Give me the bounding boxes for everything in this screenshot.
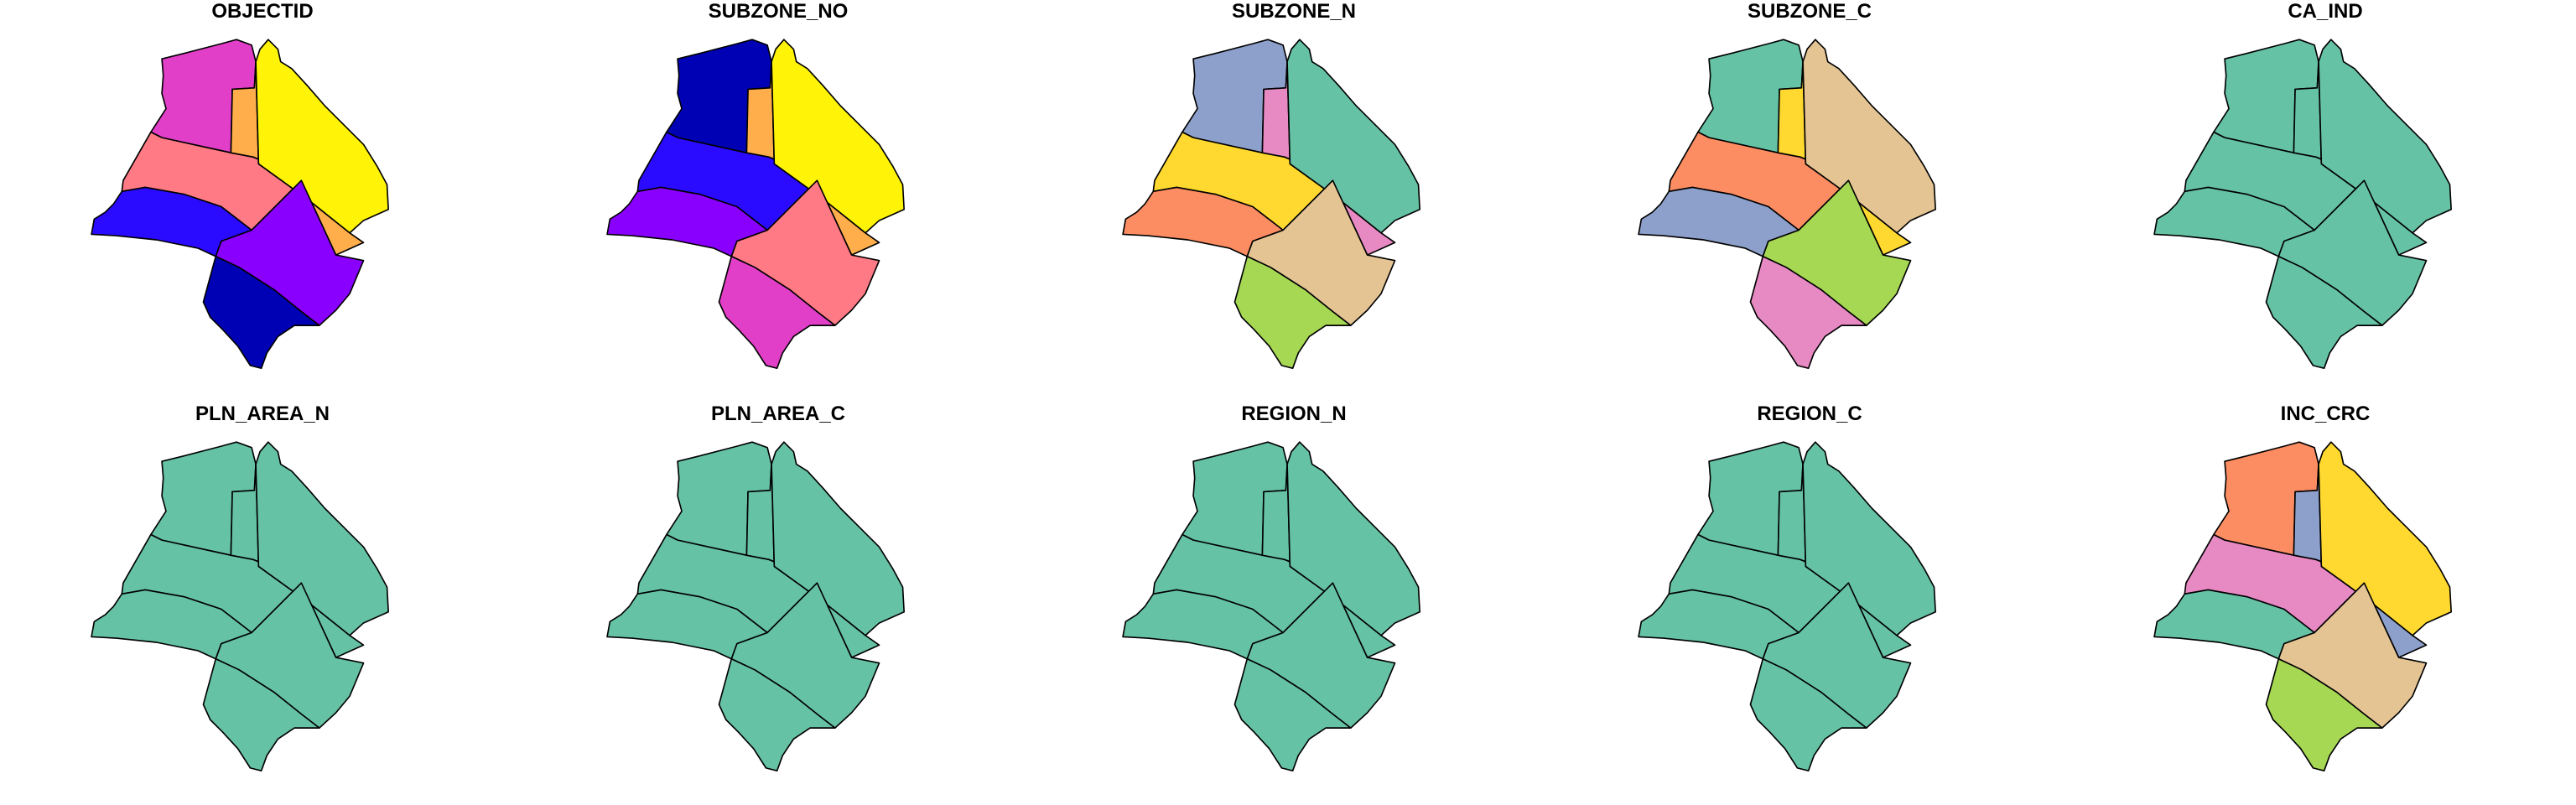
choropleth-map — [91, 441, 389, 771]
map-panel-subzone-n: SUBZONE_N — [1031, 0, 1556, 402]
map-region-7 — [1233, 657, 1352, 771]
map-region-5 — [91, 589, 252, 660]
panel-title: SUBZONE_NO — [708, 0, 849, 23]
choropleth-map — [606, 441, 905, 771]
map-region-7 — [202, 657, 320, 771]
map-region-5 — [606, 186, 768, 257]
map-panel-inc-crc: INC_CRC — [2063, 402, 2576, 805]
map-region-7 — [1749, 657, 1867, 771]
map-region-4 — [1286, 441, 1420, 636]
choropleth-map — [1638, 441, 1936, 771]
panel-title: INC_CRC — [2280, 402, 2371, 425]
panel-title: CA_IND — [2288, 0, 2363, 23]
panel-title: REGION_C — [1757, 402, 1862, 425]
map-region-4 — [255, 441, 389, 636]
panel-title: OBJECTID — [211, 0, 314, 23]
map-region-5 — [1638, 589, 1800, 660]
choropleth-map — [91, 39, 389, 369]
map-panel-region-c: REGION_C — [1547, 402, 2072, 805]
map-region-4 — [1802, 39, 1936, 234]
map-region-4 — [771, 39, 905, 234]
map-region-7 — [2265, 657, 2383, 771]
choropleth-map — [2153, 441, 2452, 771]
panel-title: SUBZONE_N — [1231, 0, 1357, 23]
map-region-7 — [718, 255, 836, 369]
map-region-4 — [2318, 39, 2452, 234]
map-panel-subzone-c: SUBZONE_C — [1547, 0, 2072, 402]
map-region-5 — [1638, 186, 1800, 257]
choropleth-map — [606, 39, 905, 369]
panel-title: SUBZONE_C — [1747, 0, 1872, 23]
map-region-7 — [718, 657, 836, 771]
map-region-4 — [2318, 441, 2452, 636]
map-panel-pln-area-c: PLN_AREA_C — [516, 402, 1041, 805]
map-region-5 — [2153, 589, 2315, 660]
map-region-4 — [255, 39, 389, 234]
map-region-7 — [1233, 255, 1352, 369]
map-region-7 — [202, 255, 320, 369]
map-region-7 — [2265, 255, 2383, 369]
map-panel-objectid: OBJECTID — [0, 0, 525, 402]
map-region-4 — [771, 441, 905, 636]
map-region-5 — [1122, 186, 1284, 257]
choropleth-map — [1122, 441, 1420, 771]
panel-title: REGION_N — [1241, 402, 1347, 425]
choropleth-map — [1122, 39, 1420, 369]
map-panel-region-n: REGION_N — [1031, 402, 1556, 805]
map-region-4 — [1802, 441, 1936, 636]
map-region-5 — [1122, 589, 1284, 660]
panel-title: PLN_AREA_C — [710, 402, 846, 425]
map-region-7 — [1749, 255, 1867, 369]
map-panel-pln-area-n: PLN_AREA_N — [0, 402, 525, 805]
choropleth-map — [2153, 39, 2452, 369]
map-region-5 — [606, 589, 768, 660]
panel-title: PLN_AREA_N — [195, 402, 330, 425]
map-panel-subzone-no: SUBZONE_NO — [516, 0, 1041, 402]
choropleth-map — [1638, 39, 1936, 369]
map-region-5 — [2153, 186, 2315, 257]
map-panel-ca-ind: CA_IND — [2063, 0, 2576, 402]
map-region-4 — [1286, 39, 1420, 234]
map-region-5 — [91, 186, 252, 257]
